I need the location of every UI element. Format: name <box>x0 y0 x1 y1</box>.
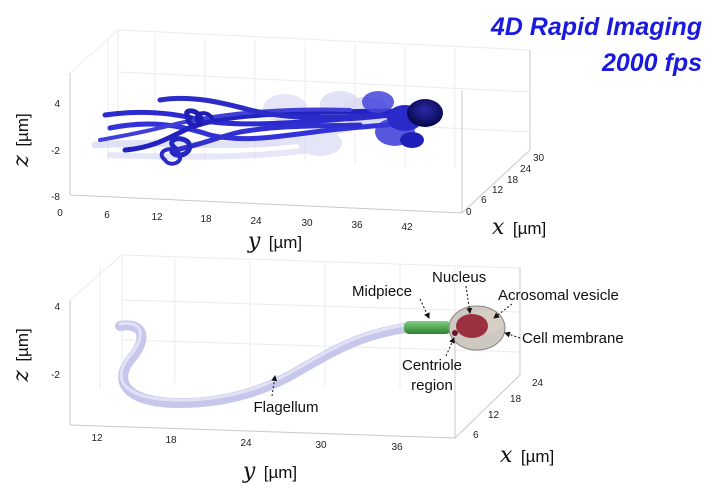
top-z-axis-label: z [µm] <box>9 113 34 167</box>
bottom-nucleus <box>456 314 488 338</box>
bottom-y-tick: 12 <box>91 433 103 444</box>
bottom-flagellum <box>115 320 410 409</box>
top-x-ticks: 0 6 12 18 24 30 <box>466 153 545 218</box>
top-z-tick: 4 <box>54 99 60 110</box>
bottom-y-axis-unit: [µm] <box>264 463 297 482</box>
top-x-tick: 0 <box>466 207 472 218</box>
top-x-axis-label: x [µm] <box>492 215 546 240</box>
top-z-axis-var: z <box>9 155 34 168</box>
title-line-2: 2000 fps <box>601 49 702 77</box>
svg-text:z [µm]: z [µm] <box>9 328 34 382</box>
bottom-annotations: Midpiece Nucleus Acrosomal vesicle Cell … <box>253 269 623 416</box>
bottom-x-ticks: 6 12 18 24 <box>473 378 544 441</box>
top-z-ticks: 4 -2 -8 <box>51 99 60 203</box>
top-y-tick: 24 <box>250 216 262 227</box>
top-x-tick: 30 <box>533 153 545 164</box>
bottom-z-tick: -2 <box>51 370 60 381</box>
top-y-tick: 36 <box>351 220 363 231</box>
top-x-axis-var: x <box>492 215 505 240</box>
bottom-z-ticks: 4 -2 <box>51 302 60 381</box>
bottom-z-tick: 4 <box>54 302 60 313</box>
bottom-y-tick: 18 <box>165 435 177 446</box>
annotation-cell-membrane: Cell membrane <box>522 330 624 347</box>
top-x-tick: 18 <box>507 175 519 186</box>
bottom-z-axis-unit: [µm] <box>13 328 32 361</box>
top-x-tick: 12 <box>492 185 504 196</box>
bottom-x-axis-label: x [µm] <box>500 443 554 468</box>
bottom-centriole <box>452 330 458 336</box>
top-y-tick: 6 <box>104 210 110 221</box>
top-y-axis-var: y <box>247 229 261 254</box>
bottom-x-tick: 18 <box>510 394 522 405</box>
annotation-midpiece: Midpiece <box>352 283 412 300</box>
bottom-3d-plot: Midpiece Nucleus Acrosomal vesicle Cell … <box>9 254 624 484</box>
top-z-axis-unit: [µm] <box>13 113 32 146</box>
top-x-tick: 6 <box>481 195 487 206</box>
top-y-tick: 42 <box>401 222 413 233</box>
bottom-x-axis-var: x <box>500 443 513 468</box>
bottom-z-axis-var: z <box>9 370 34 383</box>
title-line-1: 4D Rapid Imaging <box>490 13 702 41</box>
bottom-x-tick: 12 <box>488 410 500 421</box>
annotation-acrosomal-vesicle: Acrosomal vesicle <box>498 287 619 304</box>
top-z-tick: -8 <box>51 192 60 203</box>
annotation-centriole-line-1: Centriole <box>402 357 462 374</box>
bottom-y-tick: 36 <box>391 442 403 453</box>
top-flagellum-trajectories <box>98 95 423 166</box>
bottom-y-ticks: 12 18 24 30 36 <box>91 433 403 453</box>
bottom-x-tick: 24 <box>532 378 544 389</box>
top-y-axis-unit: [µm] <box>269 233 302 252</box>
top-y-tick: 18 <box>200 214 212 225</box>
top-3d-plot: 4 -2 -8 0 6 12 18 24 30 36 42 0 6 12 18 … <box>9 29 546 254</box>
bottom-midpiece <box>404 321 451 334</box>
bottom-y-axis-var: y <box>242 459 256 484</box>
bottom-y-tick: 24 <box>240 438 252 449</box>
top-y-tick: 12 <box>151 212 163 223</box>
top-y-ticks: 0 6 12 18 24 30 36 42 <box>57 208 413 233</box>
svg-text:z [µm]: z [µm] <box>9 113 34 167</box>
bottom-y-tick: 30 <box>315 440 327 451</box>
top-y-axis-label: y [µm] <box>247 229 302 254</box>
bottom-x-tick: 6 <box>473 430 479 441</box>
top-sperm-heads <box>362 91 443 148</box>
bottom-y-axis-label: y [µm] <box>242 459 297 484</box>
annotation-nucleus: Nucleus <box>432 269 486 286</box>
annotation-flagellum: Flagellum <box>253 399 318 416</box>
bottom-x-axis-unit: [µm] <box>521 447 554 466</box>
top-y-tick: 30 <box>301 218 313 229</box>
top-x-axis-unit: [µm] <box>513 219 546 238</box>
bottom-flagellum-highlight <box>118 321 407 402</box>
top-y-tick: 0 <box>57 208 63 219</box>
bottom-z-axis-label: z [µm] <box>9 328 34 382</box>
top-z-tick: -2 <box>51 146 60 157</box>
annotation-centriole-line-2: region <box>411 377 453 394</box>
top-x-tick: 24 <box>520 164 532 175</box>
